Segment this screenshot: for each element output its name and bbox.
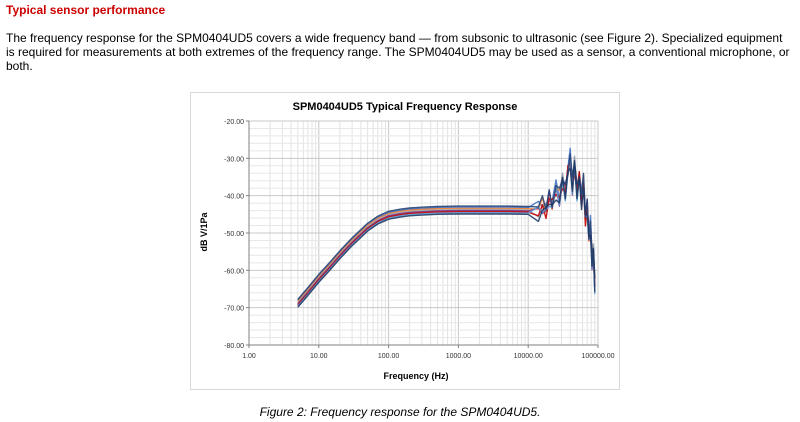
chart-title: SPM0404UD5 Typical Frequency Response [293,101,518,113]
x-tick-label: 100000.00 [581,353,614,360]
frequency-response-chart: SPM0404UD5 Typical Frequency Response Fr… [190,92,620,390]
y-axis-label: dB V/1Pa [199,211,209,251]
series-lines [297,147,596,308]
y-tick-label: -60.00 [224,268,244,275]
y-tick-label: -50.00 [224,231,244,238]
y-tick-label: -30.00 [224,156,244,163]
figure-caption: Figure 2: Frequency response for the SPM… [259,405,541,419]
section-paragraph: The frequency response for the SPM0404UD… [6,31,790,73]
series-line-8 [297,159,596,308]
x-axis-label: Frequency (Hz) [383,371,448,381]
x-tick-label: 10.00 [310,353,328,360]
axes [246,120,599,348]
section-heading: Typical sensor performance [6,3,166,17]
x-tick-label: 100.00 [378,353,400,360]
x-tick-label: 1000.00 [446,353,471,360]
x-tick-label: 10000.00 [514,353,543,360]
y-tick-label: -70.00 [224,306,244,313]
y-tick-label: -80.00 [224,343,244,350]
chart-svg: SPM0404UD5 Typical Frequency Response Fr… [190,92,620,390]
y-tick-label: -40.00 [224,194,244,201]
y-tick-label: -20.00 [224,119,244,126]
chart-frame [190,92,620,390]
tick-labels: -20.00 -30.00 -40.00 -50.00 -60.00 -70.00 -80.… [224,119,615,360]
x-tick-label: 1.00 [242,353,256,360]
